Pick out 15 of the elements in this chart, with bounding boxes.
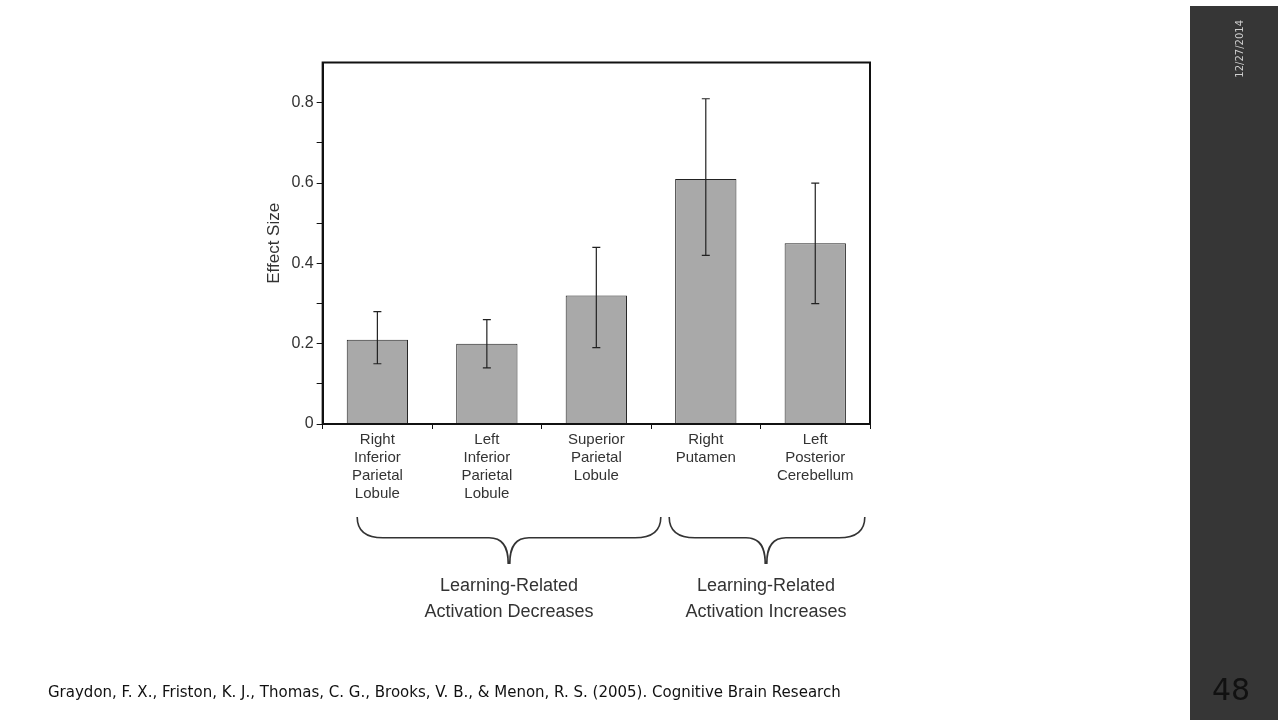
x-tick-label: Left Inferior Parietal Lobule [461,430,513,502]
y-axis-title: Effect Size [263,202,283,284]
y-tick-label: 0.8 [291,93,314,111]
y-tick-label: 0.6 [291,173,314,191]
x-tick-label: Left Posterior Cerebellum [776,430,854,484]
text: Learning-Related Activation Increases [684,574,848,623]
x-tick-label: Right Putamen [675,430,736,466]
x-tick-label: Right Inferior Parietal Lobule [351,430,403,502]
y-tick-label: 0.2 [291,334,314,352]
y-tick-label: 0.4 [291,253,314,271]
x-tick-label: Superior Parietal Lobule [567,430,625,484]
text: Learning-Related Activation Decreases [423,574,595,623]
y-tick-label: 0 [304,414,314,432]
text: Graydon, F. X., Friston, K. J., Thomas, C. G., Brooks, V. B., & Menon, R. S. (2005). Cognitive Brain Research [48,683,841,701]
text: 12/27/2014 [1234,20,1245,78]
